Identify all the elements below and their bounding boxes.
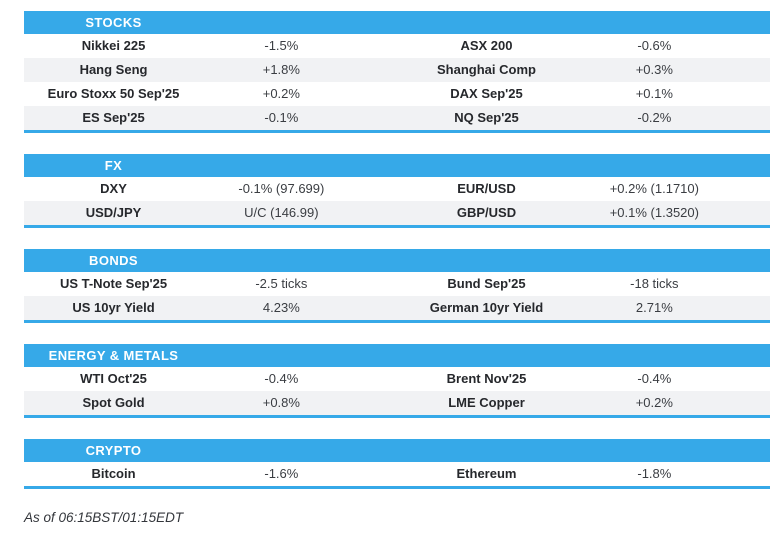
instrument-name: Nikkei 225 <box>81 38 146 53</box>
as-of-timestamp: As of 06:15BST/01:15EDT <box>24 510 184 525</box>
instrument-name: Bund Sep'25 <box>447 276 526 291</box>
table-row: USD/JPY U/C (146.99) GBP/USD +0.1% (1.35… <box>24 201 770 225</box>
section-title: FX <box>104 157 123 173</box>
instrument-name: WTI Oct'25 <box>80 371 147 386</box>
section-title: BONDS <box>89 252 138 268</box>
instrument-name: Hang Seng <box>79 62 148 77</box>
table-row: Euro Stoxx 50 Sep'25 +0.2% DAX Sep'25 +0… <box>24 82 770 106</box>
instrument-name: ES Sep'25 <box>82 110 145 125</box>
section-stocks: STOCKS Nikkei 225 -1.5% ASX 200 -0.6% Ha… <box>24 11 770 133</box>
instrument-change: +0.8% <box>262 395 300 410</box>
instrument-change: -1.5% <box>264 38 299 53</box>
instrument-name: GBP/USD <box>456 205 517 220</box>
instrument-change: +0.3% <box>635 62 673 77</box>
instrument-change: 2.71% <box>635 300 673 315</box>
instrument-change: 4.23% <box>262 300 300 315</box>
section-header: FX <box>24 154 770 177</box>
instrument-name: Ethereum <box>456 466 517 481</box>
section-title: STOCKS <box>85 14 142 30</box>
section-bonds: BONDS US T-Note Sep'25 -2.5 ticks Bund S… <box>24 249 770 323</box>
section-header: CRYPTO <box>24 439 770 462</box>
instrument-change: -18 ticks <box>630 276 679 291</box>
instrument-change: -0.2% <box>637 110 672 125</box>
instrument-change: +0.2% <box>262 86 300 101</box>
instrument-name: LME Copper <box>448 395 525 410</box>
section-header: BONDS <box>24 249 770 272</box>
instrument-name: Shanghai Comp <box>437 62 536 77</box>
instrument-change: -1.8% <box>637 466 672 481</box>
table-row: Nikkei 225 -1.5% ASX 200 -0.6% <box>24 34 770 58</box>
section-header: STOCKS <box>24 11 770 34</box>
instrument-name: US 10yr Yield <box>72 300 155 315</box>
instrument-change: -0.4% <box>637 371 672 386</box>
table-row: Hang Seng +1.8% Shanghai Comp +0.3% <box>24 58 770 82</box>
instrument-name: ASX 200 <box>460 38 513 53</box>
instrument-change: +0.1% (1.3520) <box>609 205 699 220</box>
instrument-name: US T-Note Sep'25 <box>59 276 168 291</box>
section-crypto: CRYPTO Bitcoin -1.6% Ethereum -1.8% <box>24 439 770 489</box>
instrument-name: Brent Nov'25 <box>446 371 527 386</box>
instrument-change: -1.6% <box>264 466 299 481</box>
instrument-change: -0.1% <box>264 110 299 125</box>
instrument-change: -0.1% (97.699) <box>238 181 325 196</box>
instrument-change: +0.1% <box>635 86 673 101</box>
table-row: US T-Note Sep'25 -2.5 ticks Bund Sep'25 … <box>24 272 770 296</box>
table-row: DXY -0.1% (97.699) EUR/USD +0.2% (1.1710… <box>24 177 770 201</box>
instrument-name: USD/JPY <box>85 205 142 220</box>
instrument-name: NQ Sep'25 <box>454 110 519 125</box>
section-header: ENERGY & METALS <box>24 344 770 367</box>
table-row: US 10yr Yield 4.23% German 10yr Yield 2.… <box>24 296 770 320</box>
instrument-name: Spot Gold <box>82 395 145 410</box>
section-title: ENERGY & METALS <box>48 347 179 363</box>
instrument-name: German 10yr Yield <box>429 300 544 315</box>
instrument-change: -0.4% <box>264 371 299 386</box>
instrument-change: +0.2% (1.1710) <box>609 181 699 196</box>
instrument-change: -2.5 ticks <box>255 276 308 291</box>
table-row: Spot Gold +0.8% LME Copper +0.2% <box>24 391 770 415</box>
instrument-name: DAX Sep'25 <box>450 86 523 101</box>
instrument-name: Bitcoin <box>91 466 136 481</box>
instrument-change: -0.6% <box>637 38 672 53</box>
table-row: Bitcoin -1.6% Ethereum -1.8% <box>24 462 770 486</box>
instrument-change: U/C (146.99) <box>244 205 319 220</box>
instrument-name: Euro Stoxx 50 Sep'25 <box>47 86 180 101</box>
instrument-name: DXY <box>100 181 127 196</box>
instrument-change: +0.2% <box>635 395 673 410</box>
market-table: STOCKS Nikkei 225 -1.5% ASX 200 -0.6% Ha… <box>24 11 770 489</box>
section-energy-metals: ENERGY & METALS WTI Oct'25 -0.4% Brent N… <box>24 344 770 418</box>
table-row: ES Sep'25 -0.1% NQ Sep'25 -0.2% <box>24 106 770 130</box>
section-fx: FX DXY -0.1% (97.699) EUR/USD +0.2% (1.1… <box>24 154 770 228</box>
instrument-name: EUR/USD <box>457 181 516 196</box>
section-title: CRYPTO <box>85 442 142 458</box>
table-row: WTI Oct'25 -0.4% Brent Nov'25 -0.4% <box>24 367 770 391</box>
instrument-change: +1.8% <box>262 62 300 77</box>
